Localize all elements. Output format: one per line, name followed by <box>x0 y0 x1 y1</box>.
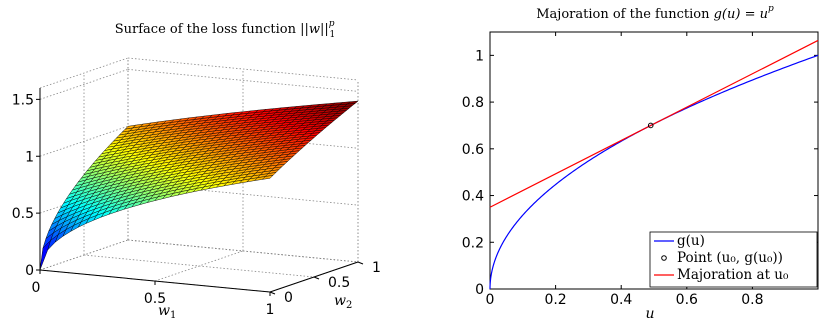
surface-xlabel: w1 <box>158 303 176 321</box>
gridline <box>127 57 359 81</box>
x-tick-label: 0 <box>486 292 495 308</box>
line-plot: Majoration of the function g(u) = up 0 0.… <box>462 4 819 322</box>
z-tick-label: 1 <box>25 149 34 165</box>
z-tick-label: 1.5 <box>12 92 34 108</box>
y-tick-label: 0.5 <box>328 275 350 291</box>
y-tick <box>269 291 276 295</box>
x-tick-label: 0 <box>32 280 41 296</box>
plot-frame <box>489 31 819 290</box>
surface-mesh <box>39 100 359 271</box>
y-tick-label: 0.8 <box>462 95 484 111</box>
gridline <box>127 239 359 263</box>
surface-patch <box>261 175 274 180</box>
y-tick-label: 1 <box>475 48 484 64</box>
surface-ylabel: w2 <box>334 293 352 311</box>
legend-label: Point (u₀, g(u₀)) <box>677 250 783 266</box>
line-xlabel: u <box>645 306 654 322</box>
x-tick-label: 0.5 <box>144 291 166 307</box>
y-tick <box>357 261 364 265</box>
y-tick-label: 0.2 <box>462 235 484 251</box>
line-title: Majoration of the function g(u) = up <box>536 4 774 22</box>
g-curve <box>489 54 819 290</box>
x-tick-label: 0.8 <box>741 292 763 308</box>
legend-box <box>649 231 818 288</box>
y-tick-label: 0.6 <box>462 142 484 158</box>
legend-label: Majoration at u₀ <box>677 267 789 283</box>
z-tick-label: 0.5 <box>12 206 34 222</box>
y-tick-label: 1 <box>372 260 381 276</box>
x-tick-label: 0.2 <box>544 292 566 308</box>
gridline <box>83 254 315 278</box>
gridline <box>39 125 129 157</box>
x-tick-label: 0.6 <box>676 292 698 308</box>
x-tick-label: 0.4 <box>610 292 632 308</box>
surface-title: Surface of the loss function ||w||p 1 <box>115 19 336 40</box>
legend: g(u)Point (u₀, g(u₀))Majoration at u₀ <box>649 231 818 288</box>
gridline <box>39 57 129 89</box>
gridline <box>127 68 359 92</box>
y-tick-label: 0 <box>284 290 293 306</box>
gridline <box>39 68 129 100</box>
surface-plot: Surface of the loss function ||w||p 1 0 0.… <box>12 19 381 321</box>
tangent-point <box>647 122 654 129</box>
x-tick-label: 1 <box>266 302 275 318</box>
line-series <box>489 39 819 290</box>
y-tick <box>313 276 320 280</box>
legend-swatch-point <box>661 255 667 261</box>
majoration-line <box>489 39 819 208</box>
line-axes: 0 0.2 0.4 0.6 0.8 0 0.2 0.4 0.6 0.8 1 <box>462 31 819 308</box>
y-tick-label: 0.4 <box>462 189 484 205</box>
y-tick-label: 0 <box>475 282 484 298</box>
legend-label: g(u) <box>677 233 705 249</box>
z-tick-label: 0 <box>25 263 34 279</box>
